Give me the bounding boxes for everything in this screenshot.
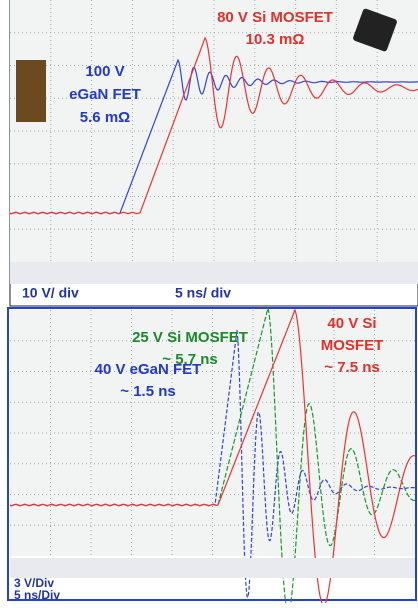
bottom-status-bar (10, 558, 415, 578)
scale-label: 10 V/ div (22, 285, 79, 301)
label: 5.6 mΩ (80, 109, 130, 126)
label: ~ 7.5 ns (324, 359, 379, 376)
label: 100 V (85, 63, 124, 80)
label: MOSFET (321, 337, 384, 354)
label: 10.3 mΩ (246, 31, 305, 48)
top-status-bar (10, 262, 418, 284)
egan-chip-icon (16, 60, 46, 122)
scale-label: 5 ns/ div (175, 285, 231, 301)
label: 80 V Si MOSFET (217, 9, 333, 26)
scale-label: 5 ns/Div (14, 588, 60, 602)
label: ~ 1.5 ns (120, 383, 175, 400)
label: 25 V Si MOSFET (132, 329, 248, 346)
page: 80 V Si MOSFET 10.3 mΩ 100 V eGaN FET 5.… (0, 0, 418, 603)
label: 40 V eGaN FET (95, 361, 202, 378)
label: 40 V Si (327, 315, 376, 332)
label: eGaN FET (69, 86, 141, 103)
